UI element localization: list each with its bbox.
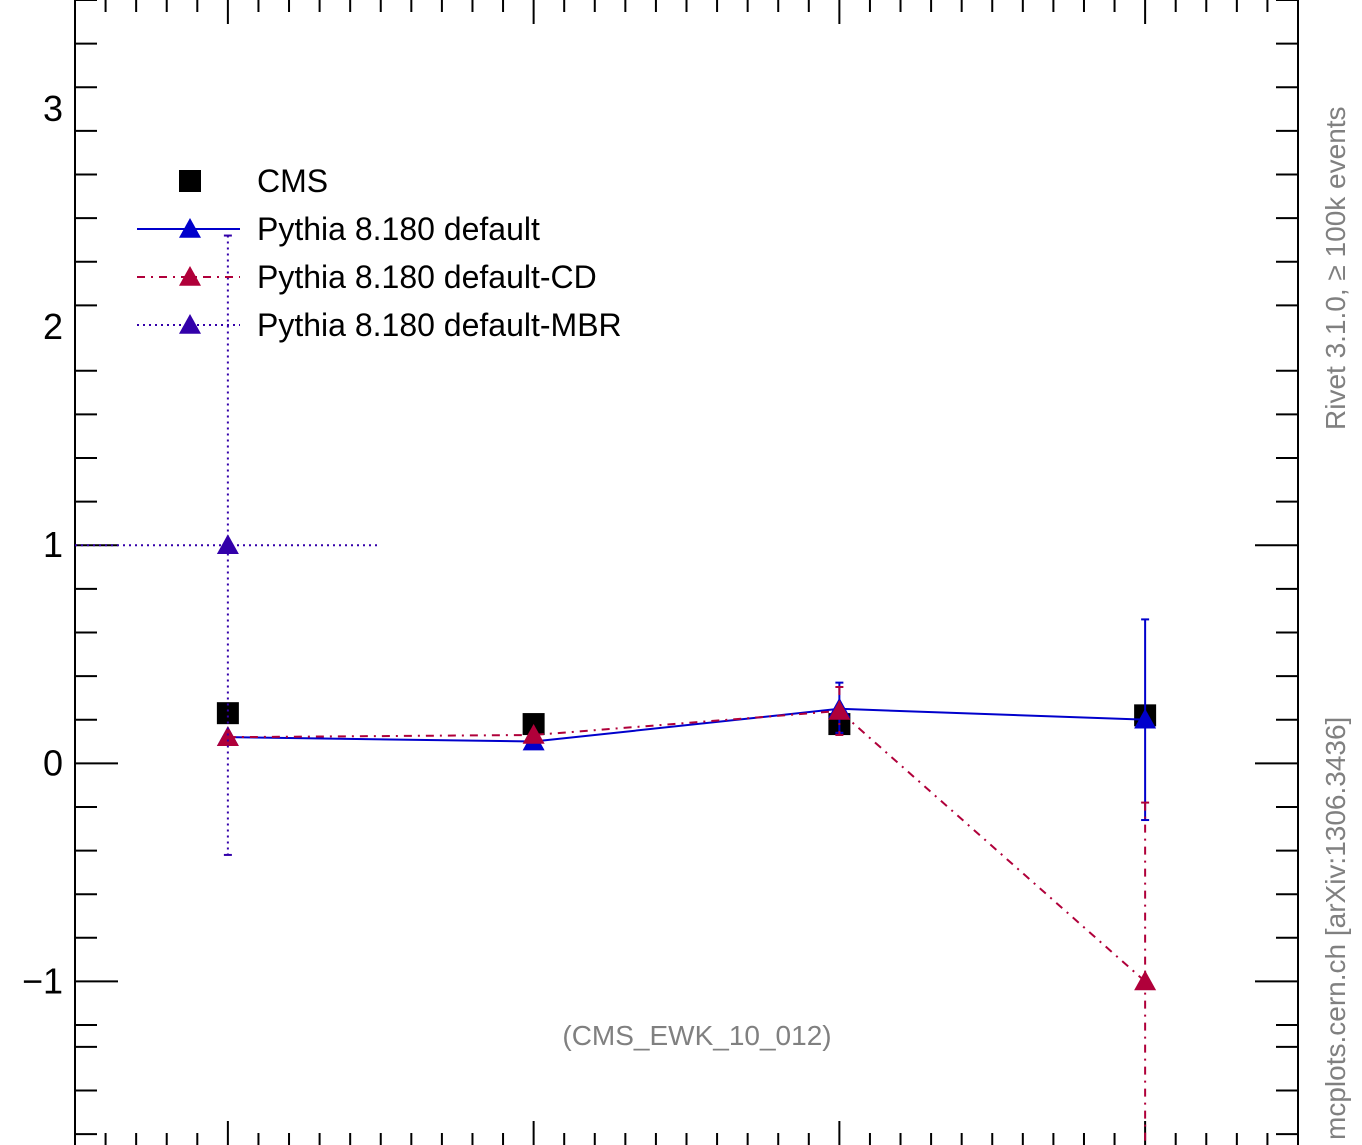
legend: CMS Pythia 8.180 default Pythia 8.180 defa… xyxy=(137,163,622,343)
plot-border xyxy=(74,0,1299,1145)
data-point xyxy=(216,534,239,555)
series-3 xyxy=(75,234,381,856)
axis-ticks xyxy=(74,0,1299,1145)
series-line xyxy=(227,709,1146,983)
y-tick-label: 3 xyxy=(43,88,63,129)
rivet-label: Rivet 3.1.0, ≥ 100k events xyxy=(1320,106,1351,430)
data-point xyxy=(522,723,545,744)
legend-label: Pythia 8.180 default-CD xyxy=(257,259,597,295)
y-tick-label: 1 xyxy=(43,524,63,565)
source-label: mcplots.cern.ch [arXiv:1306.3436] xyxy=(1320,716,1351,1140)
y-tick-label: 0 xyxy=(43,742,63,783)
plot-frame xyxy=(74,0,1299,1145)
y-tick-label: 2 xyxy=(43,306,63,347)
legend-marker xyxy=(179,170,201,192)
y-tick-label: −1 xyxy=(22,960,63,1001)
analysis-annotation: (CMS_EWK_10_012) xyxy=(562,1020,831,1051)
y-tick-labels: −1 0 1 2 3 xyxy=(22,88,63,1001)
data-series xyxy=(75,234,1157,1145)
data-point xyxy=(828,699,851,720)
series-1 xyxy=(216,618,1157,822)
series-2 xyxy=(216,686,1157,1145)
data-point xyxy=(1134,708,1157,729)
legend-marker xyxy=(179,218,201,238)
legend-label: Pythia 8.180 default xyxy=(257,211,540,247)
series-line xyxy=(227,707,1146,743)
data-point xyxy=(216,702,239,725)
legend-label: CMS xyxy=(257,163,328,199)
data-point xyxy=(216,726,239,746)
data-point xyxy=(1134,970,1157,991)
legend-marker xyxy=(179,266,201,286)
series-0 xyxy=(216,702,1157,736)
legend-marker xyxy=(179,314,201,334)
legend-label: Pythia 8.180 default-MBR xyxy=(257,307,622,343)
